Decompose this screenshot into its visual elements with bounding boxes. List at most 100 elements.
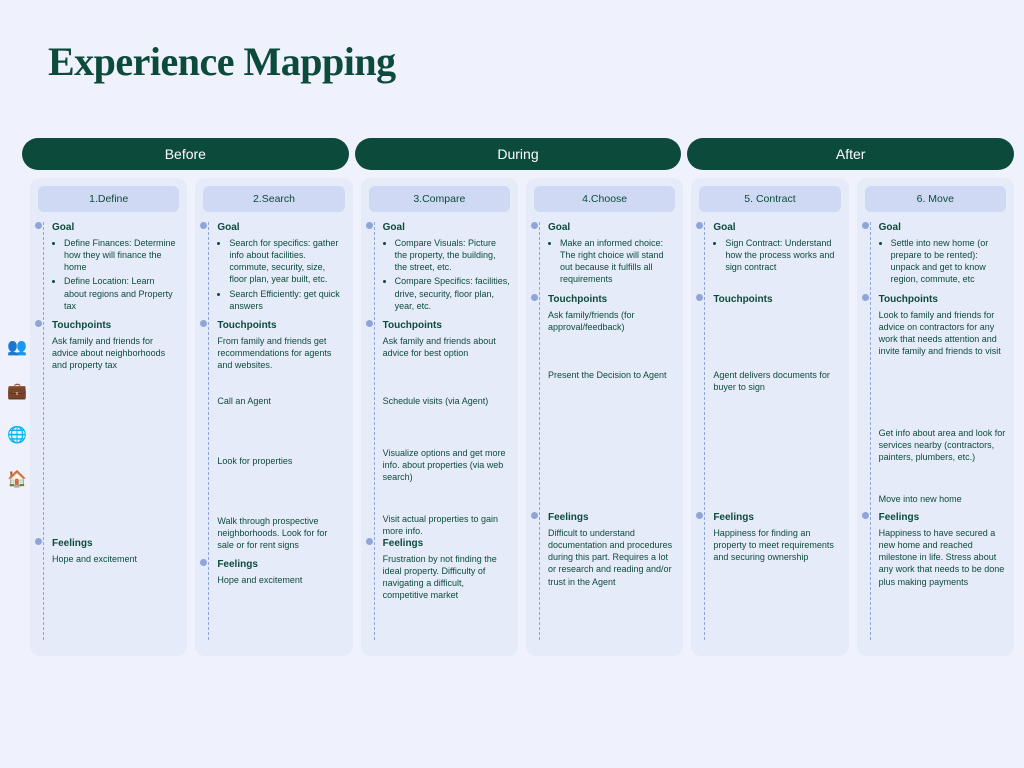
- home-icon: 🏠: [7, 472, 27, 488]
- timeline-dot: [696, 512, 703, 519]
- timeline-dot: [35, 538, 42, 545]
- phase-during: During: [355, 138, 682, 170]
- feelings-text: Happiness for finding an property to mee…: [713, 527, 840, 563]
- goal-list: Settle into new home (or prepare to be r…: [879, 237, 1006, 286]
- stage-header: 3.Compare: [369, 186, 510, 212]
- goal-list: Search for specifics: gather info about …: [217, 237, 344, 312]
- goal-list: Sign Contract: Understand how the proces…: [713, 237, 840, 273]
- briefcase-icon: 💼: [7, 384, 27, 400]
- timeline-dot: [366, 320, 373, 327]
- feelings-text: Hope and excitement: [52, 553, 179, 565]
- timeline-dot: [862, 512, 869, 519]
- goal-list: Define Finances: Determine how they will…: [52, 237, 179, 312]
- goal-title: Goal: [713, 222, 840, 233]
- touchpoints-title: Touchpoints: [217, 320, 344, 331]
- goal-title: Goal: [383, 222, 510, 233]
- phase-before: Before: [22, 138, 349, 170]
- touchpoint-item: Get info about area and look for service…: [879, 427, 1006, 485]
- goal-title: Goal: [52, 222, 179, 233]
- stage-compare: 3.Compare Goal Compare Visuals: Picture th…: [361, 178, 518, 656]
- timeline: [704, 222, 705, 640]
- phase-row: Before During After: [22, 138, 1014, 170]
- touchpoints-title: Touchpoints: [383, 320, 510, 331]
- timeline: [539, 222, 540, 640]
- timeline-dot: [862, 222, 869, 229]
- goal-item: Define Finances: Determine how they will…: [64, 237, 179, 273]
- globe-icon: 🌐: [7, 428, 27, 444]
- touchpoint-item: Look for properties: [217, 455, 344, 507]
- feelings-title: Feelings: [548, 512, 675, 523]
- stage-move: 6. Move Goal Settle into new home (or prep…: [857, 178, 1014, 656]
- stage-search: 2.Search Goal Search for specifics: gather…: [195, 178, 352, 656]
- stages-row: 1.Define Goal Define Finances: Determine h…: [30, 178, 1014, 656]
- goal-item: Make an informed choice: The right choic…: [560, 237, 675, 286]
- feelings-title: Feelings: [383, 538, 510, 549]
- touchpoint-item: Schedule visits (via Agent): [383, 395, 510, 439]
- stage-header: 2.Search: [203, 186, 344, 212]
- feelings-text: Frustration by not finding the ideal pro…: [383, 553, 510, 602]
- goal-item: Compare Specifics: facilities, drive, se…: [395, 275, 510, 311]
- touchpoint-item: Call an Agent: [217, 395, 344, 447]
- goal-item: Search Efficiently: get quick answers: [229, 288, 344, 312]
- goal-list: Make an informed choice: The right choic…: [548, 237, 675, 286]
- touchpoint-item: Agent delivers documents for buyer to si…: [713, 369, 840, 393]
- timeline: [208, 222, 209, 640]
- goal-list: Compare Visuals: Picture the property, t…: [383, 237, 510, 312]
- timeline-dot: [366, 538, 373, 545]
- goal-title: Goal: [879, 222, 1006, 233]
- timeline-dot: [696, 294, 703, 301]
- feelings-title: Feelings: [713, 512, 840, 523]
- touchpoint-item: Move into new home: [879, 493, 1006, 505]
- stage-contract: 5. Contract Goal Sign Contract: Understand…: [691, 178, 848, 656]
- touchpoints-title: Touchpoints: [713, 294, 840, 305]
- phase-after: After: [687, 138, 1014, 170]
- goal-title: Goal: [548, 222, 675, 233]
- feelings-text: Hope and excitement: [217, 574, 344, 586]
- timeline-dot: [35, 320, 42, 327]
- stage-header: 4.Choose: [534, 186, 675, 212]
- stage-choose: 4.Choose Goal Make an informed choice: The…: [526, 178, 683, 656]
- touchpoint-item: Visualize options and get more info. abo…: [383, 447, 510, 505]
- stage-header: 5. Contract: [699, 186, 840, 212]
- touchpoints-title: Touchpoints: [52, 320, 179, 331]
- people-icon: 👥: [7, 340, 27, 356]
- timeline-dot: [531, 294, 538, 301]
- timeline-dot: [35, 222, 42, 229]
- feelings-title: Feelings: [52, 538, 179, 549]
- timeline: [374, 222, 375, 640]
- feelings-text: Happiness to have secured a new home and…: [879, 527, 1006, 588]
- timeline-dot: [200, 222, 207, 229]
- touchpoint-item: Ask family/friends (for approval/feedbac…: [548, 309, 675, 361]
- timeline-dot: [366, 222, 373, 229]
- touchpoint-item: Present the Decision to Agent: [548, 369, 675, 381]
- touchpoint-icons: 👥 💼 🌐 🏠: [6, 340, 28, 488]
- goal-item: Compare Visuals: Picture the property, t…: [395, 237, 510, 273]
- touchpoint-item: Walk through prospective neighborhoods. …: [217, 515, 344, 551]
- touchpoint-item: Look to family and friends for advice on…: [879, 309, 1006, 419]
- touchpoints-title: Touchpoints: [548, 294, 675, 305]
- feelings-text: Difficult to understand documentation an…: [548, 527, 675, 588]
- touchpoint-item: Ask family and friends about advice for …: [383, 335, 510, 387]
- timeline-dot: [531, 222, 538, 229]
- feelings-title: Feelings: [217, 559, 344, 570]
- timeline-dot: [531, 512, 538, 519]
- goal-item: Sign Contract: Understand how the proces…: [725, 237, 840, 273]
- goal-item: Search for specifics: gather info about …: [229, 237, 344, 286]
- stage-header: 1.Define: [38, 186, 179, 212]
- touchpoints-title: Touchpoints: [879, 294, 1006, 305]
- goal-title: Goal: [217, 222, 344, 233]
- timeline: [870, 222, 871, 640]
- goal-item: Define Location: Learn about regions and…: [64, 275, 179, 311]
- timeline-dot: [696, 222, 703, 229]
- page-title: Experience Mapping: [48, 38, 396, 85]
- goal-item: Settle into new home (or prepare to be r…: [891, 237, 1006, 286]
- feelings-title: Feelings: [879, 512, 1006, 523]
- stage-header: 6. Move: [865, 186, 1006, 212]
- timeline-dot: [862, 294, 869, 301]
- stage-define: 1.Define Goal Define Finances: Determine h…: [30, 178, 187, 656]
- touchpoint-item: Ask family and friends for advice about …: [52, 335, 179, 371]
- touchpoint-item: From family and friends get recommendati…: [217, 335, 344, 387]
- touchpoint-item: [713, 309, 840, 361]
- timeline: [43, 222, 44, 640]
- timeline-dot: [200, 559, 207, 566]
